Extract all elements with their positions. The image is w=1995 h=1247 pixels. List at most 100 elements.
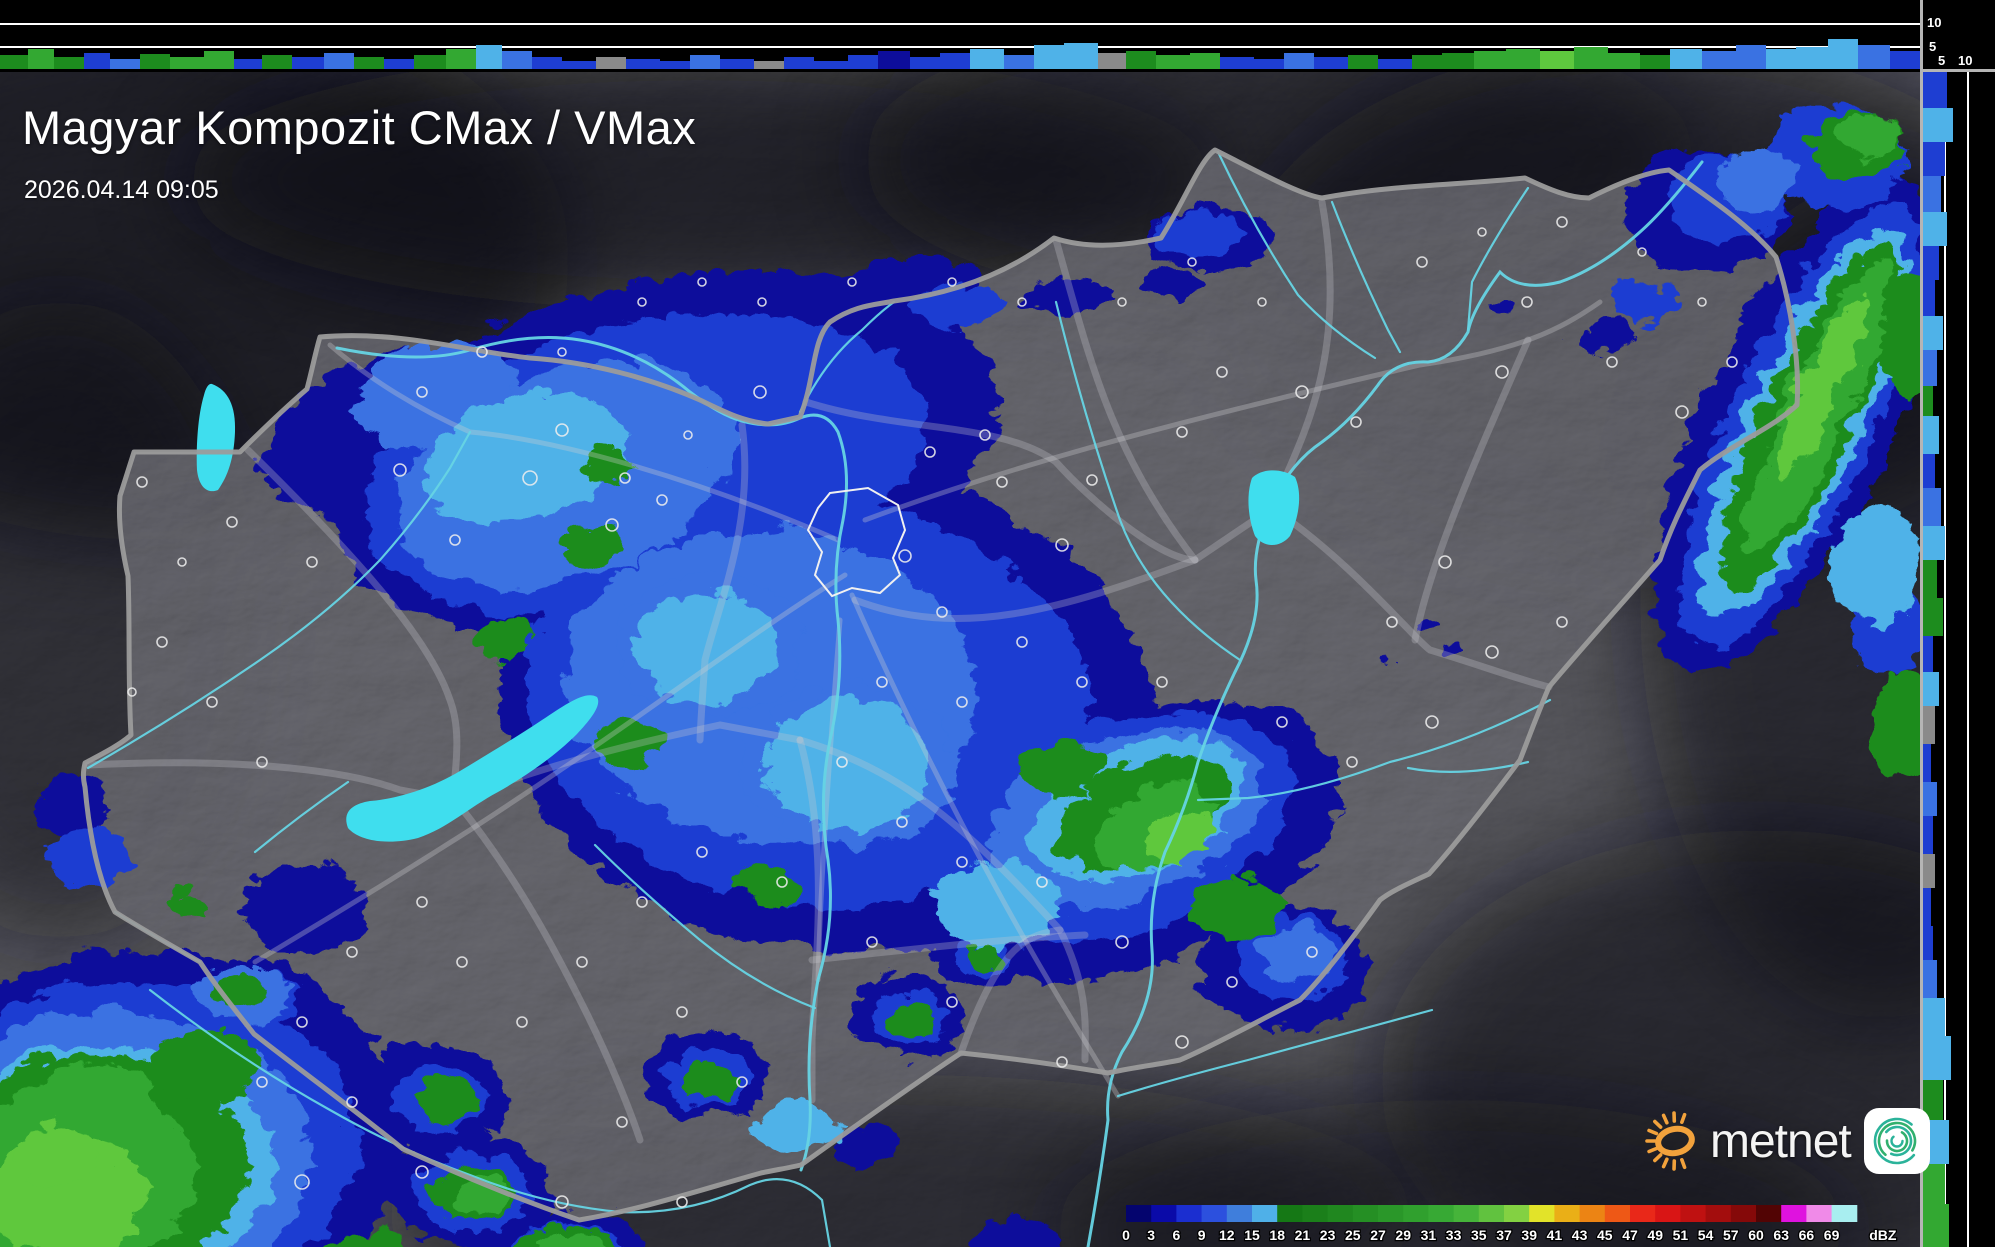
colorbar-tick-label: 15 (1244, 1227, 1260, 1243)
settlement-outline (847, 277, 857, 287)
top-profile-column (1156, 55, 1190, 69)
colorbar-segment (1277, 1205, 1303, 1222)
settlement-outline (696, 846, 708, 858)
colorbar-unit-label: dBZ (1869, 1227, 1897, 1243)
top-profile-column (234, 59, 262, 69)
county-border (696, 421, 749, 744)
colorbar-segment (1226, 1205, 1253, 1222)
right-profile-row (1923, 816, 1933, 854)
settlement-outline (1226, 976, 1238, 988)
colorbar-tick-label: 57 (1723, 1227, 1739, 1243)
colorbar-tick-label: 37 (1496, 1227, 1512, 1243)
precip-echo (417, 386, 623, 518)
right-profile-row (1923, 176, 1941, 212)
precip-echo (1869, 664, 1920, 776)
top-profile-column (1640, 55, 1670, 69)
settlement-outline (136, 476, 148, 488)
colorbar-tick-label: 29 (1395, 1227, 1411, 1243)
settlement-outline (416, 386, 428, 398)
precip-echo (1708, 141, 1792, 203)
right-profile-row (1923, 782, 1937, 816)
colorbar-tick-label: 9 (1198, 1227, 1206, 1243)
settlement-outline (656, 494, 668, 506)
settlement-outline (393, 463, 407, 477)
settlement-outline (836, 756, 848, 768)
river-koros (1196, 698, 1552, 802)
top-profile-column (292, 57, 324, 69)
metnet-app-icon (1863, 1108, 1930, 1174)
settlement-outline (1350, 416, 1362, 428)
settlement-outline (555, 423, 569, 437)
settlement-outline (616, 1116, 628, 1128)
settlement-outline (1386, 616, 1398, 628)
precip-echo (1138, 805, 1206, 855)
precip-echo (898, 280, 1002, 320)
right-profile-row (1923, 706, 1935, 744)
right-profile-row (1923, 1036, 1951, 1080)
county-border (957, 926, 1064, 1057)
settlement-outline (1117, 297, 1127, 307)
precip-echo (882, 1000, 928, 1032)
motorway-line (252, 572, 848, 965)
top-profile-column (1190, 53, 1220, 69)
motorway-line (327, 342, 841, 543)
top-profile-column (1540, 51, 1574, 69)
river-hernad (1330, 200, 1402, 354)
precip-echo (1771, 287, 1865, 473)
right-profile-row (1923, 350, 1937, 386)
settlement-outline (576, 956, 588, 968)
precip-echo (586, 712, 658, 764)
colorbar-tick-label: 69 (1824, 1227, 1840, 1243)
colorbar-tick-label: 45 (1597, 1227, 1613, 1243)
right-profile-row (1923, 598, 1943, 636)
top-profile-column (1254, 59, 1284, 69)
settlement-outline (947, 277, 957, 287)
colorbar-tick-label: 54 (1698, 1227, 1714, 1243)
colorbar-segment (1453, 1205, 1480, 1222)
top-profile-column (970, 49, 1004, 69)
top-profile-column (1858, 45, 1890, 69)
settlement-outline (637, 297, 647, 307)
right-profile-row (1923, 386, 1933, 416)
colorbar-tick-label: 25 (1345, 1227, 1361, 1243)
settlement-outline (156, 636, 168, 648)
top-profile-column (910, 57, 940, 69)
colorbar-segment (1378, 1205, 1404, 1222)
top-profile-column (1412, 55, 1442, 69)
right-profile-10km-label: 10 (1958, 53, 1973, 68)
top-profile-column (476, 45, 502, 69)
precip-echo (409, 1074, 471, 1116)
top-profile-column (784, 57, 814, 69)
precip-echo (1020, 270, 1110, 310)
county-border (802, 398, 1199, 564)
precip-echo (1257, 919, 1329, 975)
top-profile-column (1284, 53, 1314, 69)
top-profile-column (0, 55, 28, 69)
top-profile-column (384, 59, 414, 69)
right-profile-row (1923, 560, 1937, 598)
settlement-outline (1697, 297, 1707, 307)
settlement-outline (936, 606, 948, 618)
settlement-outline (896, 816, 908, 828)
right-profile-row (1923, 454, 1935, 488)
colorbar-segment (1579, 1205, 1606, 1222)
precip-echo (238, 856, 362, 948)
lake-balaton (346, 695, 599, 842)
top-profile-column (1796, 47, 1828, 69)
colorbar-tick-label: 0 (1122, 1227, 1130, 1243)
settlement-outline (776, 876, 788, 888)
top-profile-column (878, 51, 910, 69)
sun-ray (1653, 1153, 1663, 1163)
top-profile-column (414, 55, 446, 69)
brand-name: metnet (1710, 1114, 1852, 1168)
settlement-outline (346, 1096, 358, 1108)
settlement-outline (456, 956, 468, 968)
settlement-outline (898, 549, 912, 563)
precip-echo (1608, 280, 1672, 320)
colorbar-segment (1201, 1205, 1228, 1222)
precip-echo (320, 1228, 400, 1247)
settlement-outline (1216, 366, 1228, 378)
county-border (1411, 336, 1532, 644)
settlement-outline (1637, 247, 1647, 257)
top-profile-column (1736, 45, 1766, 69)
